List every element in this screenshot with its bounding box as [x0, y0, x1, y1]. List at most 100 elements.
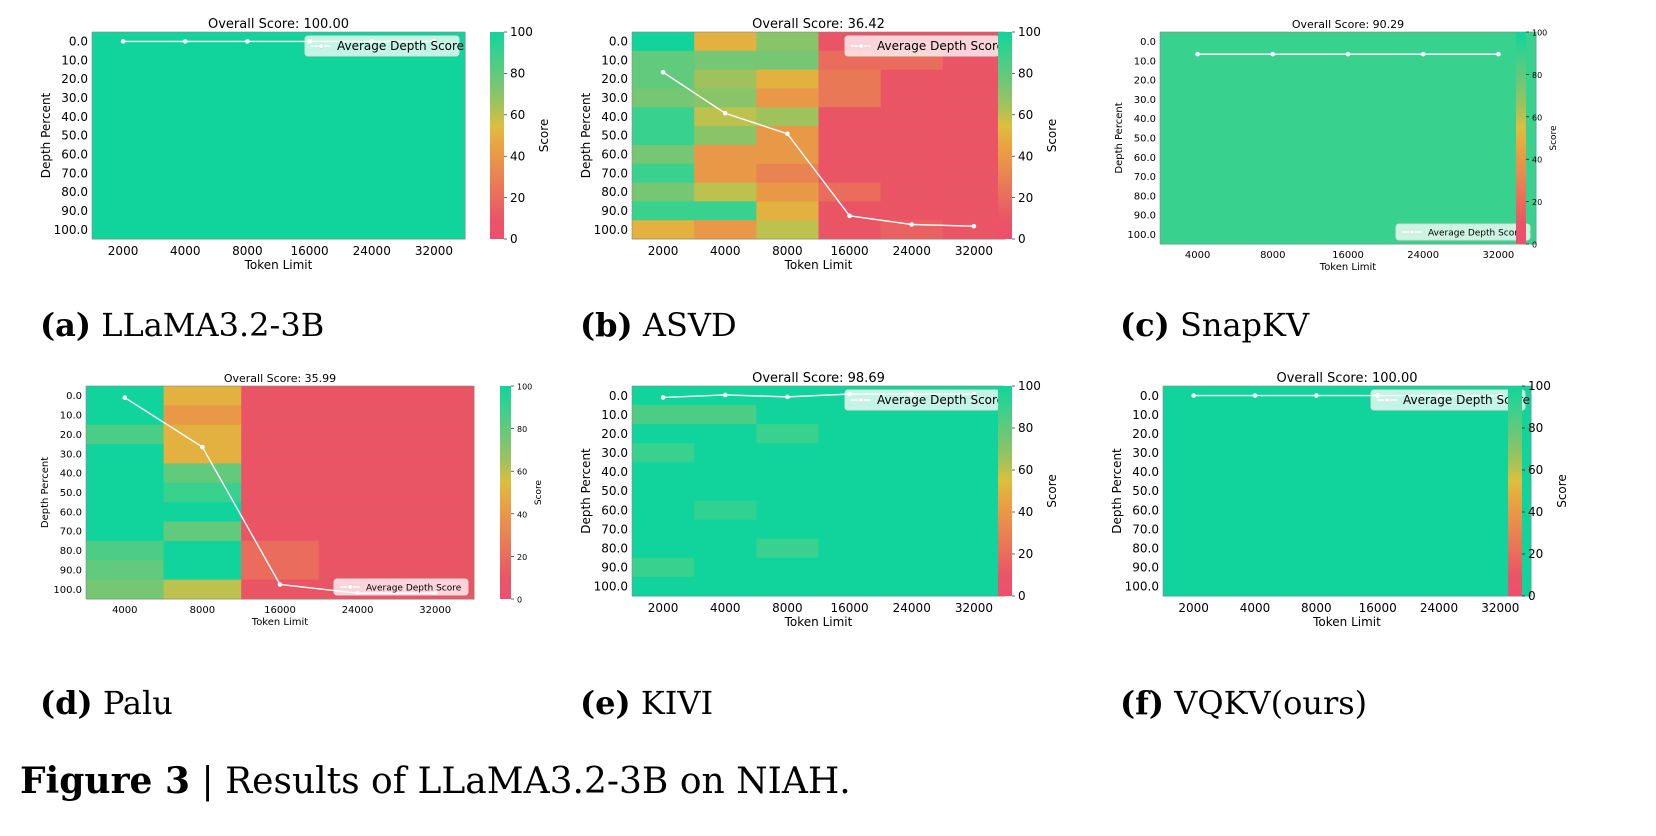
heatmap-cell [1310, 224, 1387, 245]
heatmap-cell [818, 538, 882, 559]
heatmap-cell [396, 444, 475, 464]
colorbar-tick-label: 80 [1532, 71, 1542, 80]
colorbar-tick-label: 40 [1528, 505, 1543, 519]
heatmap-cell [163, 386, 242, 406]
heatmap-cell [942, 519, 1006, 540]
heatmap-cell [278, 163, 342, 184]
heatmap-cell [1235, 147, 1311, 168]
x-tick-label: 16000 [1332, 250, 1364, 261]
heatmap-cell [154, 126, 217, 146]
average-depth-point [200, 444, 205, 450]
heatmap-cell [318, 482, 397, 503]
average-depth-point [1191, 393, 1196, 398]
heatmap-cell [1385, 186, 1462, 206]
heatmap-cell [1160, 147, 1236, 168]
average-depth-point [277, 582, 283, 587]
heatmap-cell [163, 482, 242, 503]
heatmap-cell [1160, 89, 1236, 110]
heatmap-cell [942, 144, 1006, 165]
heatmap-cell [86, 540, 165, 561]
heatmap-cell [942, 107, 1006, 127]
heatmap-cell [942, 163, 1006, 184]
heatmap-cell [1235, 109, 1311, 129]
heatmap-a: Overall Score: 100.00 0.0 10.0 20.0 30.0 40.0… [39, 17, 551, 272]
heatmap-cell [92, 126, 155, 146]
heatmap-cell [241, 482, 320, 503]
heatmap-cell [154, 107, 217, 127]
heatmap-cell [1285, 538, 1348, 559]
heatmap-cell [818, 201, 882, 221]
heatmap-cell [1310, 205, 1387, 226]
heatmap-cell [92, 50, 155, 71]
x-axis-label: Token Limit [1319, 262, 1377, 273]
colorbar-tick-label: 80 [517, 425, 527, 434]
colorbar-tick-label: 80 [1018, 421, 1033, 435]
y-tick-label: 30.0 [60, 449, 82, 460]
y-tick-label: 20.0 [1134, 76, 1156, 87]
y-tick-label: 90.0 [1134, 211, 1156, 222]
legend-marker [858, 397, 864, 403]
heatmap-cell [241, 386, 320, 406]
x-tick-label: 4000 [710, 601, 741, 615]
heatmap-cell [340, 144, 404, 165]
heatmap-cell [756, 163, 819, 184]
colorbar-tick-label: 100 [1018, 379, 1041, 393]
heatmap-cell [1347, 557, 1409, 578]
y-tick-label: 80.0 [601, 541, 628, 555]
heatmap-cell [86, 579, 165, 600]
heatmap-cell [880, 424, 944, 444]
colorbar-tick-label: 40 [1018, 505, 1033, 519]
heatmap-cell [1163, 500, 1225, 521]
heatmap-cell [1224, 443, 1287, 463]
heatmap-cell [1408, 462, 1471, 482]
heatmap-cell [756, 144, 819, 165]
heatmap-cell [756, 481, 819, 502]
x-tick-label: 16000 [264, 605, 296, 616]
heatmap-cell [1347, 519, 1409, 540]
colorbar [998, 386, 1012, 596]
heatmap-cell [756, 107, 819, 127]
heatmap-cells [86, 386, 475, 600]
x-tick-label: 32000 [419, 605, 451, 616]
y-tick-label: 40.0 [60, 469, 82, 480]
heatmap-cell [632, 126, 695, 146]
heatmap-cell [340, 107, 404, 127]
y-tick-label: 40.0 [1134, 114, 1156, 125]
y-tick-label: 60.0 [60, 507, 82, 518]
heatmap-cell [1469, 424, 1532, 444]
heatmap-cell [632, 538, 695, 559]
heatmap-cell [1347, 576, 1409, 597]
heatmap-cell [216, 88, 279, 108]
y-tick-label: 30.0 [1134, 95, 1156, 106]
heatmap-cell [880, 144, 944, 165]
heatmap-cell [756, 576, 819, 597]
heatmap-cell [880, 481, 944, 502]
heatmap-cells [1163, 386, 1532, 597]
heatmap-cell [756, 405, 819, 425]
heatmap-cell [1285, 519, 1348, 540]
heatmap-cell [632, 424, 695, 444]
x-tick-label: 32000 [955, 601, 993, 615]
heatmap-cell [154, 88, 217, 108]
y-axis-label: Depth Percent [1110, 448, 1124, 534]
heatmap-cell [1408, 443, 1471, 463]
heatmap-cell [318, 386, 397, 406]
x-tick-label: 2000 [648, 244, 679, 258]
heatmap-cell [1235, 128, 1311, 149]
heatmap-cell [92, 163, 155, 184]
y-tick-label: 20.0 [1132, 427, 1159, 441]
heatmap-cell [632, 481, 695, 502]
heatmap-cell [1224, 500, 1287, 521]
heatmap-cell [632, 182, 695, 202]
y-tick-label: 10.0 [1134, 56, 1156, 67]
heatmap-cell [632, 107, 695, 127]
heatmap-cell [632, 519, 695, 540]
caption-letter-e: (e) [580, 684, 631, 722]
caption-letter-b: (b) [580, 306, 633, 344]
y-tick-label: 90.0 [601, 204, 628, 218]
heatmap-cell [632, 163, 695, 184]
heatmap-cell [632, 88, 695, 108]
colorbar-tick-label: 0 [1018, 232, 1026, 246]
colorbar-tick-label: 20 [1018, 191, 1033, 205]
colorbar-tick-label: 80 [1018, 67, 1033, 81]
